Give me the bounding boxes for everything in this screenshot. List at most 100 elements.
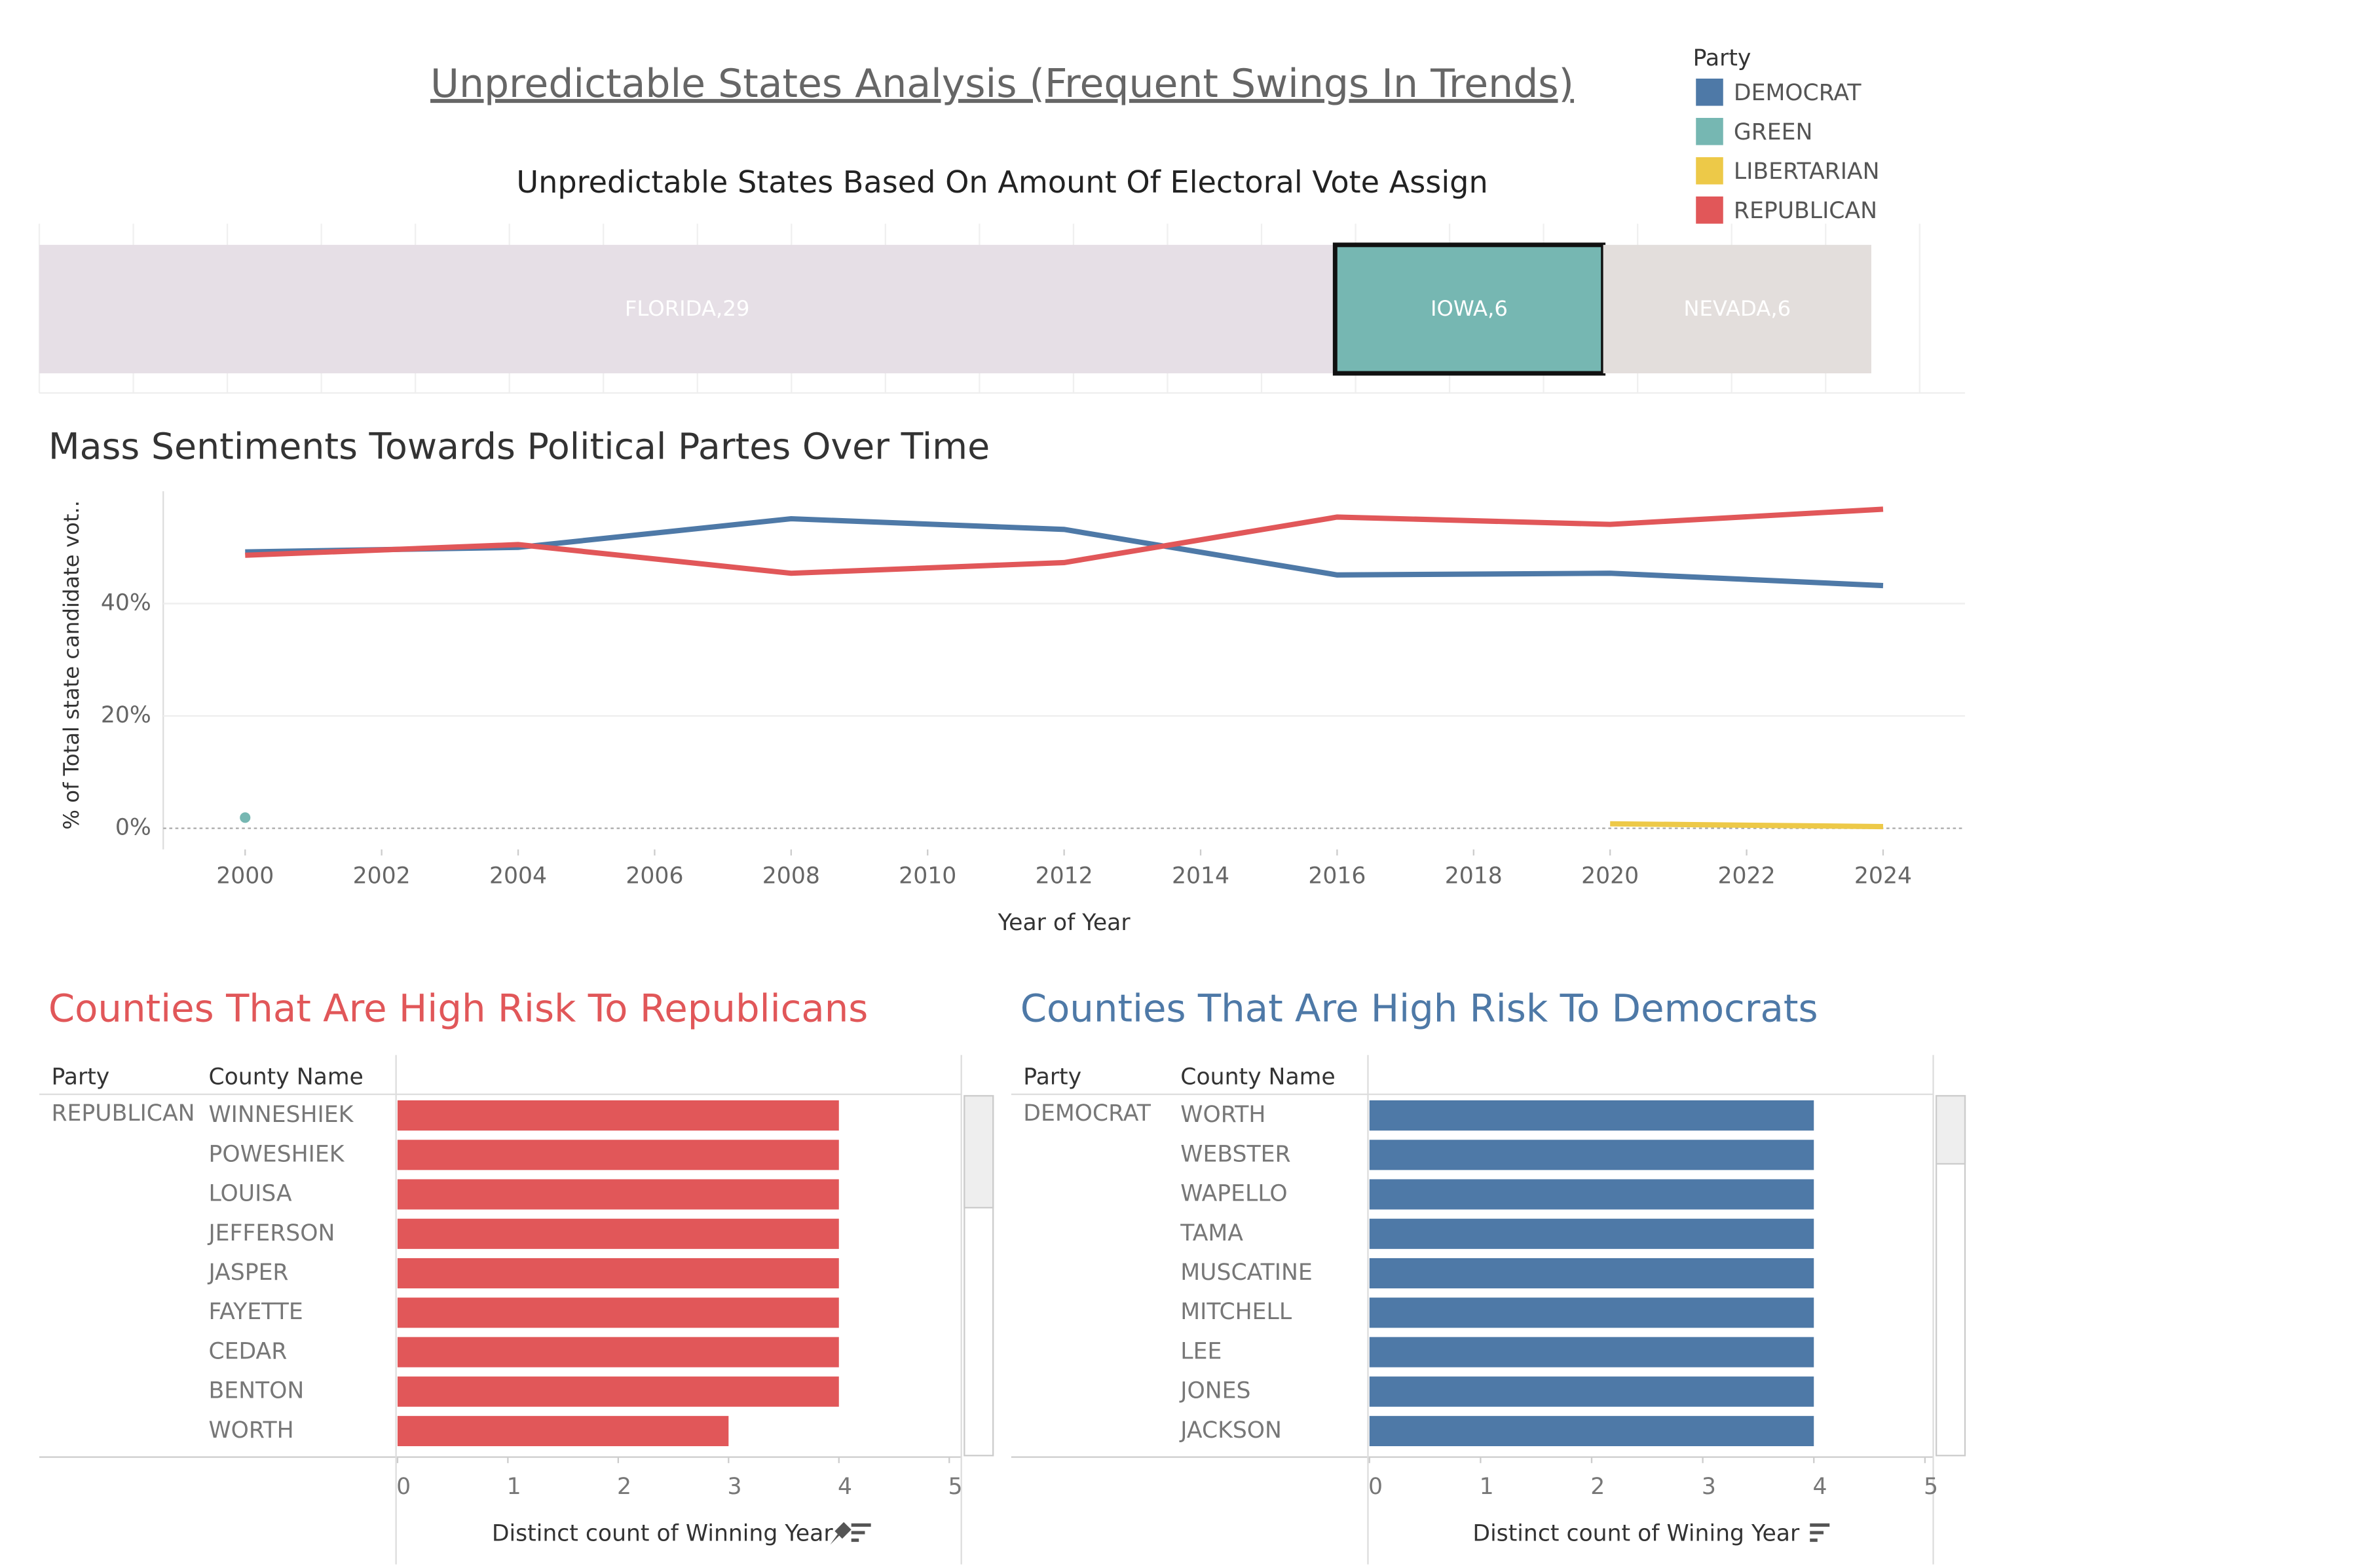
dashboard-title: Unpredictable States Analysis (Frequent … (430, 61, 1574, 107)
state-tile[interactable] (1332, 242, 1606, 376)
chart-title: Mass Sentiments Towards Political Partes… (48, 426, 990, 468)
legend-label[interactable]: LIBERTARIAN (1734, 159, 1880, 185)
scrollbar-thumb[interactable] (1935, 1094, 1966, 1165)
sort-icon[interactable] (851, 1523, 871, 1542)
party-label: REPUBLICAN (51, 1100, 195, 1127)
x-tick-label: 2000 (216, 863, 274, 889)
legend-swatch[interactable] (1696, 196, 1723, 224)
legend-label[interactable]: GREEN (1734, 119, 1813, 145)
county-label: WORTH (1180, 1102, 1265, 1128)
x-tick-label: 2016 (1308, 863, 1366, 889)
county-label: BENTON (208, 1378, 304, 1404)
data-point (240, 812, 251, 823)
county-label: WAPELLO (1180, 1181, 1287, 1207)
legend-title: Party (1693, 45, 1751, 71)
bar[interactable] (397, 1337, 839, 1368)
chart-title: Counties That Are High Risk To Democrats (1020, 986, 1818, 1030)
state-tile[interactable] (39, 244, 1336, 373)
x-tick-label: 1 (1480, 1474, 1494, 1500)
x-tick-label: 3 (1702, 1474, 1716, 1500)
x-axis-label: Distinct count of Wining Year (1472, 1520, 1800, 1546)
x-tick-label: 0 (1368, 1474, 1383, 1500)
bar[interactable] (397, 1258, 839, 1289)
bar[interactable] (397, 1218, 839, 1249)
x-axis-label: Distinct count of Winning Year (492, 1520, 834, 1546)
bar[interactable] (1369, 1337, 1814, 1368)
y-tick-label: 0% (115, 815, 151, 841)
tile-label: FLORIDA,29 (625, 296, 750, 321)
county-label: WORTH (208, 1417, 293, 1444)
chart-title: Unpredictable States Based On Amount Of … (516, 164, 1488, 200)
county-label: TAMA (1180, 1220, 1243, 1246)
legend-swatch[interactable] (1696, 118, 1723, 145)
x-tick-label: 2022 (1718, 863, 1776, 889)
county-label: JONES (1179, 1378, 1250, 1404)
series-line (245, 515, 1884, 589)
scrollbar-thumb[interactable] (964, 1094, 994, 1208)
x-tick-label: 5 (1924, 1474, 1938, 1500)
county-label: WEBSTER (1180, 1141, 1290, 1167)
column-header: County Name (1180, 1064, 1335, 1090)
bar[interactable] (397, 1179, 839, 1210)
x-tick-label: 4 (1812, 1474, 1827, 1500)
series-line (1610, 821, 1884, 830)
state-tile[interactable] (1603, 244, 1871, 373)
x-tick-label: 2004 (489, 863, 547, 889)
x-tick-label: 1 (507, 1474, 521, 1500)
county-label: MITCHELL (1180, 1299, 1292, 1325)
legend-swatch[interactable] (1696, 157, 1723, 185)
tile-label: IOWA,6 (1431, 296, 1508, 321)
bar[interactable] (1369, 1258, 1814, 1289)
county-label: LEE (1180, 1338, 1222, 1364)
legend-label[interactable]: DEMOCRAT (1734, 80, 1862, 106)
x-tick-label: 2010 (899, 863, 956, 889)
county-label: LOUISA (208, 1181, 291, 1207)
column-header: County Name (208, 1064, 363, 1090)
bar[interactable] (397, 1140, 839, 1170)
bar[interactable] (1369, 1140, 1814, 1170)
county-label: FAYETTE (208, 1299, 303, 1325)
x-tick-label: 2 (1590, 1474, 1605, 1500)
y-tick-label: 20% (101, 702, 151, 728)
x-axis-label: Year of Year (998, 910, 1131, 936)
county-label: POWESHIEK (208, 1141, 345, 1167)
county-label: MUSCATINE (1180, 1260, 1312, 1286)
bar[interactable] (1369, 1297, 1814, 1328)
column-header: Party (51, 1064, 109, 1090)
y-axis-label: % of Total state candidate vot.. (59, 500, 84, 830)
series-line (245, 506, 1884, 576)
bar[interactable] (1369, 1415, 1814, 1446)
x-tick-label: 2014 (1172, 863, 1229, 889)
chart-title: Counties That Are High Risk To Republica… (48, 986, 868, 1030)
y-tick-label: 40% (101, 590, 151, 616)
county-label: JEFFERSON (207, 1220, 335, 1246)
bar[interactable] (397, 1297, 839, 1328)
bar[interactable] (1369, 1376, 1814, 1407)
x-tick-label: 2024 (1854, 863, 1912, 889)
county-label: JASPER (207, 1260, 288, 1286)
bar[interactable] (397, 1376, 839, 1407)
tile-label: NEVADA,6 (1683, 296, 1791, 321)
county-label: WINNESHIEK (208, 1102, 354, 1128)
x-tick-label: 4 (838, 1474, 852, 1500)
bar[interactable] (1369, 1100, 1814, 1131)
county-label: JACKSON (1179, 1417, 1282, 1444)
bar[interactable] (397, 1415, 729, 1446)
legend-swatch[interactable] (1696, 79, 1723, 106)
column-header: Party (1023, 1064, 1081, 1090)
x-tick-label: 2018 (1445, 863, 1503, 889)
x-tick-label: 5 (948, 1474, 962, 1500)
x-tick-label: 3 (728, 1474, 742, 1500)
bar[interactable] (1369, 1218, 1814, 1249)
x-tick-label: 0 (396, 1474, 411, 1500)
legend-label[interactable]: REPUBLICAN (1734, 198, 1877, 224)
bar[interactable] (1369, 1179, 1814, 1210)
x-tick-label: 2012 (1036, 863, 1093, 889)
party-label: DEMOCRAT (1023, 1100, 1151, 1127)
sort-icon[interactable] (1810, 1523, 1830, 1542)
bar[interactable] (397, 1100, 839, 1131)
x-tick-label: 2 (617, 1474, 631, 1500)
pin-icon[interactable] (830, 1521, 852, 1545)
